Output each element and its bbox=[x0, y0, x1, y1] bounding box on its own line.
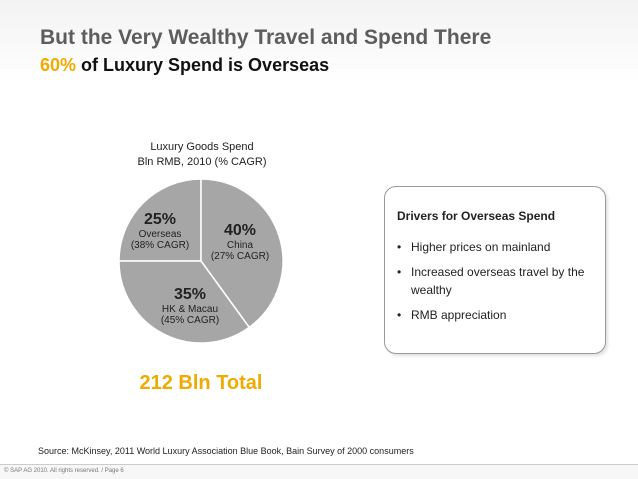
slice-label-china: 40% China (27% CAGR) bbox=[202, 222, 278, 262]
slide-subtitle: 60% of Luxury Spend is Overseas bbox=[40, 55, 329, 76]
pie-slice-china bbox=[200, 178, 284, 329]
subtitle-rest: of Luxury Spend is Overseas bbox=[76, 55, 330, 75]
slide-title: But the Very Wealthy Travel and Spend Th… bbox=[40, 26, 492, 49]
slice-cagr-overseas: (38% CAGR) bbox=[130, 239, 190, 251]
slice-pct-china: 40% bbox=[223, 222, 257, 239]
footer-bar bbox=[0, 465, 638, 479]
slice-pct-overseas: 25% bbox=[143, 211, 177, 228]
slice-name-hk-macau: HK & Macau bbox=[161, 303, 219, 315]
drivers-item: • Increased overseas travel by the wealth… bbox=[397, 264, 597, 299]
subtitle-accent: 60% bbox=[40, 55, 77, 75]
drivers-item-text: Higher prices on mainland bbox=[411, 240, 551, 254]
slice-cagr-china: (27% CAGR) bbox=[210, 250, 270, 262]
chart-title: Luxury Goods Spend bbox=[150, 141, 254, 153]
bullet-icon: • bbox=[397, 308, 402, 323]
source-note: Source: McKinsey, 2011 World Luxury Asso… bbox=[38, 446, 414, 456]
drivers-item: • Higher prices on mainland bbox=[397, 239, 597, 256]
footer-copyright: © SAP AG 2010. All rights reserved. / Pa… bbox=[4, 468, 124, 474]
drivers-item: • RMB appreciation bbox=[397, 307, 597, 324]
drivers-title: Drivers for Overseas Spend bbox=[397, 209, 556, 223]
header-band bbox=[0, 0, 638, 84]
bullet-icon: • bbox=[397, 265, 402, 280]
drivers-box: Drivers for Overseas Spend • Higher price… bbox=[384, 186, 606, 354]
slice-pct-hk-macau: 35% bbox=[173, 286, 207, 303]
slice-label-hk-macau: 35% HK & Macau (45% CAGR) bbox=[150, 286, 230, 326]
pie-slice-hk-macau bbox=[118, 260, 251, 344]
slice-name-china: China bbox=[226, 239, 254, 251]
bullet-icon: • bbox=[397, 240, 402, 254]
footer-divider bbox=[0, 464, 638, 465]
drivers-item-text: Increased overseas travel by the wealthy bbox=[411, 265, 585, 297]
drivers-item-text: RMB appreciation bbox=[411, 308, 507, 323]
slice-label-overseas: 25% Overseas (38% CAGR) bbox=[114, 211, 206, 251]
drivers-list: • Higher prices on mainland • Increased ov… bbox=[397, 239, 597, 333]
slice-cagr-hk-macau: (45% CAGR) bbox=[160, 314, 220, 326]
chart-subtitle: Bln RMB, 2010 (% CAGR) bbox=[137, 156, 267, 168]
chart-total: 212 Bln Total bbox=[139, 372, 263, 394]
pie-slice-overseas bbox=[118, 178, 202, 262]
slice-name-overseas: Overseas bbox=[138, 228, 182, 240]
